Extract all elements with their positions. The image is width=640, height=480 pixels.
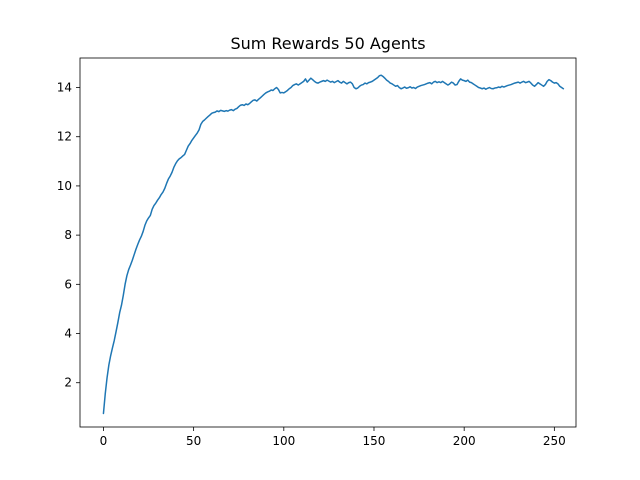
x-tick-label: 200	[453, 434, 476, 448]
axes-frame	[79, 57, 577, 428]
axes: 0 50 100 150 200 250 2 4 6 8 10 12 14	[57, 57, 577, 448]
y-tick-label: 8	[64, 228, 72, 242]
y-tick-label: 6	[64, 277, 72, 291]
y-tick-label: 14	[57, 81, 72, 95]
x-tick-label: 100	[272, 434, 295, 448]
series-line-0	[102, 74, 565, 415]
chart-title: Sum Rewards 50 Agents	[230, 34, 425, 53]
y-tick-label: 2	[64, 376, 72, 390]
y-tick-label: 12	[57, 130, 72, 144]
plot-area	[102, 74, 565, 415]
x-tick-label: 150	[363, 434, 386, 448]
y-tick-label: 10	[57, 179, 72, 193]
x-tick-label: 50	[186, 434, 201, 448]
y-tick-label: 4	[64, 327, 72, 341]
x-tick-label: 250	[543, 434, 566, 448]
x-tick-label: 0	[100, 434, 108, 448]
